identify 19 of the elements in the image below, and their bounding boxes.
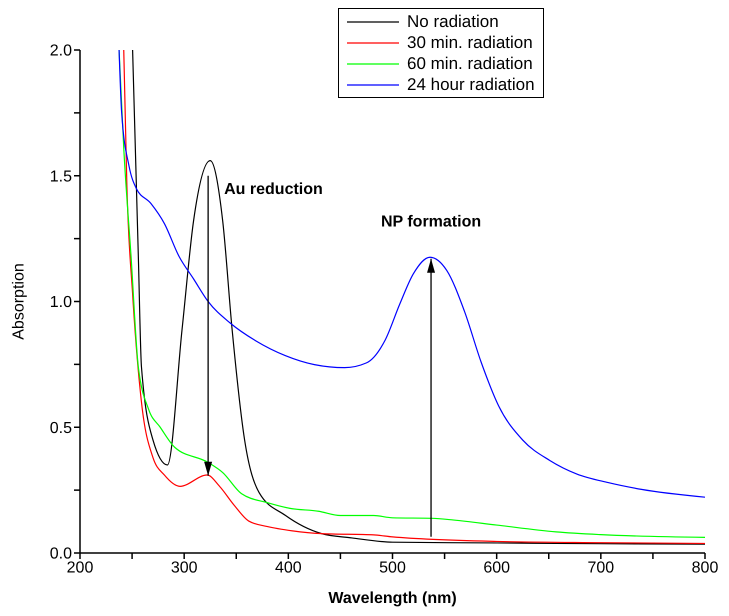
annotation: Au reduction [224, 180, 323, 198]
x-tick-label: 300 [170, 559, 198, 576]
legend-label: No radiation [407, 11, 499, 32]
x-axis-title: Wavelength (nm) [328, 590, 457, 607]
x-tick-label: 500 [379, 559, 406, 576]
x-tick-label: 600 [483, 559, 510, 576]
legend-label: 24 hour radiation [407, 74, 535, 95]
y-tick-label: 1.5 [50, 168, 72, 186]
x-tick-label: 200 [66, 559, 94, 576]
legend-label: 30 min. radiation [407, 32, 533, 53]
legend-label: 60 min. radiation [407, 53, 533, 74]
y-axis-title: Absorption [10, 263, 28, 340]
y-tick-label: 2.0 [50, 42, 72, 60]
y-tick-label: 0.5 [50, 420, 72, 437]
x-tick-label: 400 [274, 559, 302, 576]
x-tick-label: 800 [692, 559, 718, 576]
y-tick-label: 1.0 [50, 294, 72, 312]
x-tick-label: 700 [587, 559, 614, 576]
annotation: NP formation [380, 214, 482, 231]
